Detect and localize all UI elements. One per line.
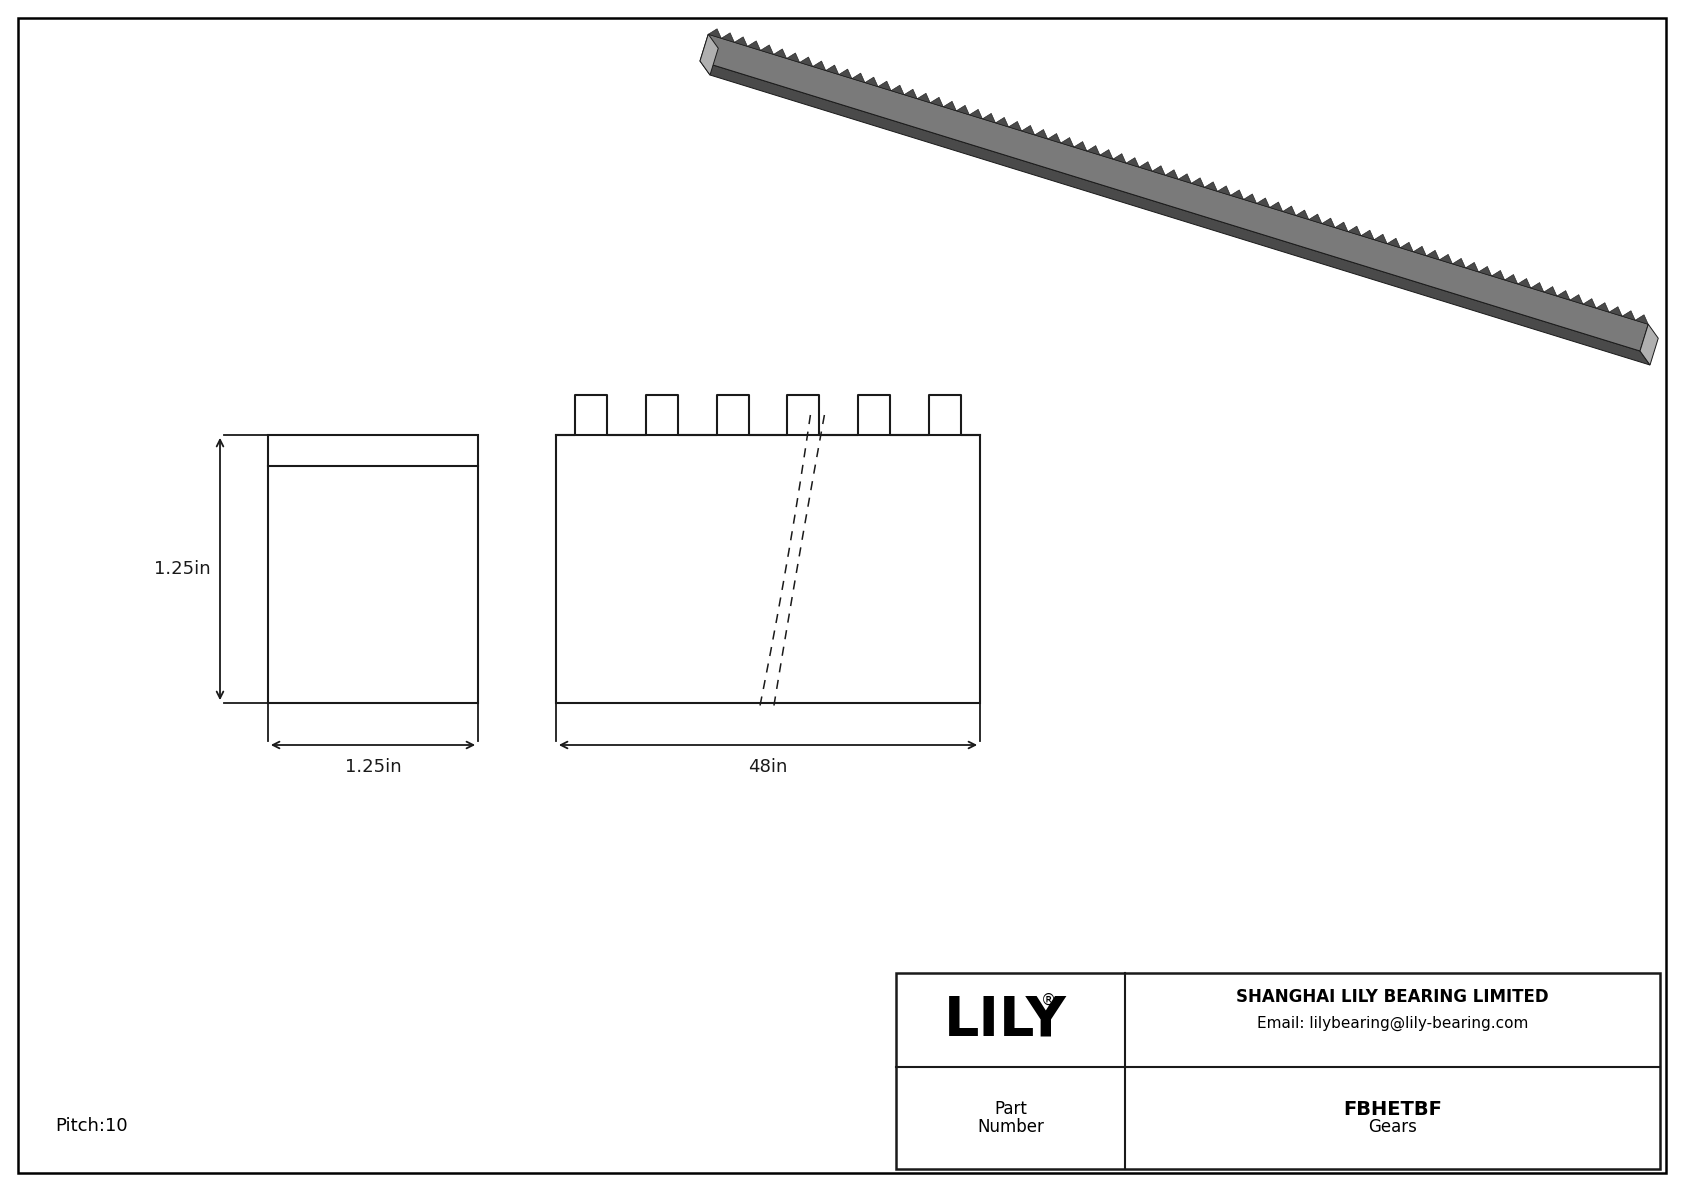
Polygon shape — [1399, 242, 1413, 251]
Polygon shape — [1347, 226, 1361, 236]
Polygon shape — [1544, 287, 1558, 297]
Polygon shape — [1283, 206, 1295, 216]
Polygon shape — [852, 73, 866, 82]
Polygon shape — [1583, 299, 1596, 308]
Polygon shape — [1479, 267, 1492, 276]
Polygon shape — [1452, 258, 1465, 268]
Text: Pitch:10: Pitch:10 — [56, 1117, 128, 1135]
Polygon shape — [1009, 121, 1022, 131]
Polygon shape — [1295, 210, 1308, 219]
Polygon shape — [1440, 255, 1452, 264]
Polygon shape — [701, 35, 1649, 351]
Polygon shape — [1361, 230, 1374, 239]
Bar — [556, 435, 980, 703]
Polygon shape — [1204, 182, 1218, 192]
Polygon shape — [813, 61, 825, 70]
Polygon shape — [943, 101, 957, 111]
Polygon shape — [957, 105, 970, 114]
Polygon shape — [1100, 150, 1113, 160]
Polygon shape — [1635, 314, 1649, 324]
Polygon shape — [904, 89, 918, 99]
Polygon shape — [701, 35, 719, 75]
Polygon shape — [1127, 157, 1138, 167]
Polygon shape — [1374, 235, 1388, 244]
Polygon shape — [839, 69, 852, 79]
Polygon shape — [786, 52, 800, 62]
Polygon shape — [1256, 198, 1270, 207]
Text: FBHETBF: FBHETBF — [1344, 1099, 1442, 1118]
Polygon shape — [1531, 282, 1544, 292]
Polygon shape — [748, 40, 761, 50]
Polygon shape — [1074, 142, 1086, 151]
Polygon shape — [866, 77, 877, 87]
Polygon shape — [701, 61, 1650, 364]
Polygon shape — [877, 81, 891, 91]
Polygon shape — [1388, 238, 1399, 248]
Polygon shape — [1047, 133, 1061, 143]
Text: 1.25in: 1.25in — [345, 757, 401, 777]
Polygon shape — [1191, 177, 1204, 187]
Polygon shape — [1034, 130, 1047, 139]
Text: Number: Number — [977, 1118, 1044, 1136]
Polygon shape — [734, 37, 748, 46]
Polygon shape — [1465, 262, 1479, 272]
Polygon shape — [1022, 125, 1034, 135]
Polygon shape — [1165, 170, 1179, 179]
Text: SHANGHAI LILY BEARING LIMITED: SHANGHAI LILY BEARING LIMITED — [1236, 989, 1549, 1006]
Text: Email: lilybearing@lily-bearing.com: Email: lilybearing@lily-bearing.com — [1256, 1016, 1529, 1030]
Polygon shape — [982, 113, 995, 123]
Polygon shape — [1517, 279, 1531, 288]
Polygon shape — [1610, 307, 1622, 316]
Polygon shape — [1218, 186, 1231, 195]
Polygon shape — [1622, 311, 1635, 320]
Polygon shape — [1504, 274, 1517, 283]
Polygon shape — [1086, 145, 1100, 155]
Bar — [268, 435, 478, 703]
Polygon shape — [1152, 166, 1165, 175]
Polygon shape — [1596, 303, 1610, 312]
Polygon shape — [721, 33, 734, 43]
Polygon shape — [1492, 270, 1504, 280]
Polygon shape — [1569, 294, 1583, 304]
Text: ®: ® — [1041, 992, 1056, 1008]
Polygon shape — [1113, 154, 1127, 163]
Polygon shape — [1061, 137, 1074, 146]
Polygon shape — [1231, 189, 1243, 199]
Polygon shape — [918, 93, 930, 102]
Polygon shape — [970, 110, 982, 119]
Polygon shape — [1138, 162, 1152, 172]
Polygon shape — [800, 57, 813, 67]
Text: 48in: 48in — [748, 757, 788, 777]
Polygon shape — [1558, 291, 1569, 300]
Polygon shape — [1426, 250, 1440, 260]
Text: Part: Part — [994, 1100, 1027, 1118]
Polygon shape — [761, 45, 773, 55]
Polygon shape — [995, 118, 1009, 127]
Text: Gears: Gears — [1367, 1118, 1416, 1136]
Text: LILY: LILY — [945, 993, 1068, 1047]
Polygon shape — [825, 66, 839, 75]
Polygon shape — [773, 49, 786, 58]
Polygon shape — [1179, 174, 1191, 183]
Polygon shape — [1270, 202, 1283, 212]
Polygon shape — [891, 85, 904, 94]
Polygon shape — [1308, 214, 1322, 224]
Text: 1.25in: 1.25in — [153, 560, 210, 578]
Polygon shape — [709, 29, 721, 38]
Polygon shape — [930, 98, 943, 107]
Polygon shape — [1413, 247, 1426, 256]
Polygon shape — [1640, 324, 1659, 364]
Bar — [896, 973, 1660, 1170]
Polygon shape — [1322, 218, 1335, 227]
Polygon shape — [1335, 222, 1347, 231]
Polygon shape — [1243, 194, 1256, 204]
